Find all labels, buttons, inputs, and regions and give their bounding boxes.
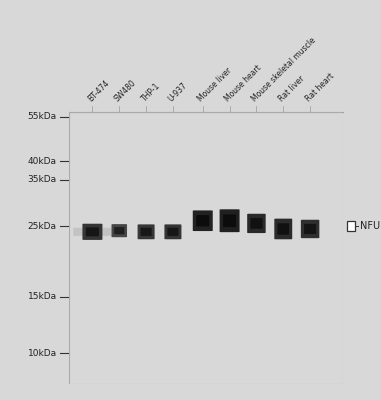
Text: Rat heart: Rat heart	[304, 72, 336, 104]
FancyBboxPatch shape	[247, 214, 266, 233]
Text: U-937: U-937	[166, 81, 189, 104]
Text: Mouse skeletal muscle: Mouse skeletal muscle	[250, 36, 318, 104]
FancyBboxPatch shape	[167, 228, 178, 236]
FancyBboxPatch shape	[114, 227, 124, 234]
Text: THP-1: THP-1	[140, 82, 162, 104]
FancyBboxPatch shape	[165, 224, 181, 239]
FancyBboxPatch shape	[250, 218, 263, 229]
FancyBboxPatch shape	[193, 210, 213, 231]
Text: SW480: SW480	[113, 78, 138, 104]
FancyBboxPatch shape	[82, 224, 102, 240]
FancyBboxPatch shape	[138, 224, 155, 239]
FancyBboxPatch shape	[112, 224, 127, 237]
FancyBboxPatch shape	[301, 220, 319, 238]
Text: Mouse liver: Mouse liver	[196, 66, 234, 104]
Text: Mouse heart: Mouse heart	[223, 64, 263, 104]
FancyBboxPatch shape	[219, 209, 240, 232]
Bar	[347, 221, 355, 231]
FancyBboxPatch shape	[304, 224, 316, 234]
FancyBboxPatch shape	[196, 215, 209, 226]
Text: NFU1: NFU1	[360, 221, 381, 231]
FancyBboxPatch shape	[274, 219, 292, 239]
Text: 25kDa: 25kDa	[28, 222, 57, 231]
Text: 15kDa: 15kDa	[27, 292, 57, 302]
Text: 35kDa: 35kDa	[27, 175, 57, 184]
Text: 10kDa: 10kDa	[27, 348, 57, 358]
FancyBboxPatch shape	[86, 227, 99, 236]
FancyBboxPatch shape	[277, 223, 289, 235]
FancyBboxPatch shape	[223, 214, 236, 227]
FancyBboxPatch shape	[141, 228, 152, 236]
Text: 55kDa: 55kDa	[27, 112, 57, 122]
Text: BT-474: BT-474	[86, 79, 111, 104]
Text: 40kDa: 40kDa	[28, 156, 57, 166]
Text: Rat liver: Rat liver	[277, 74, 306, 104]
FancyBboxPatch shape	[73, 228, 112, 236]
